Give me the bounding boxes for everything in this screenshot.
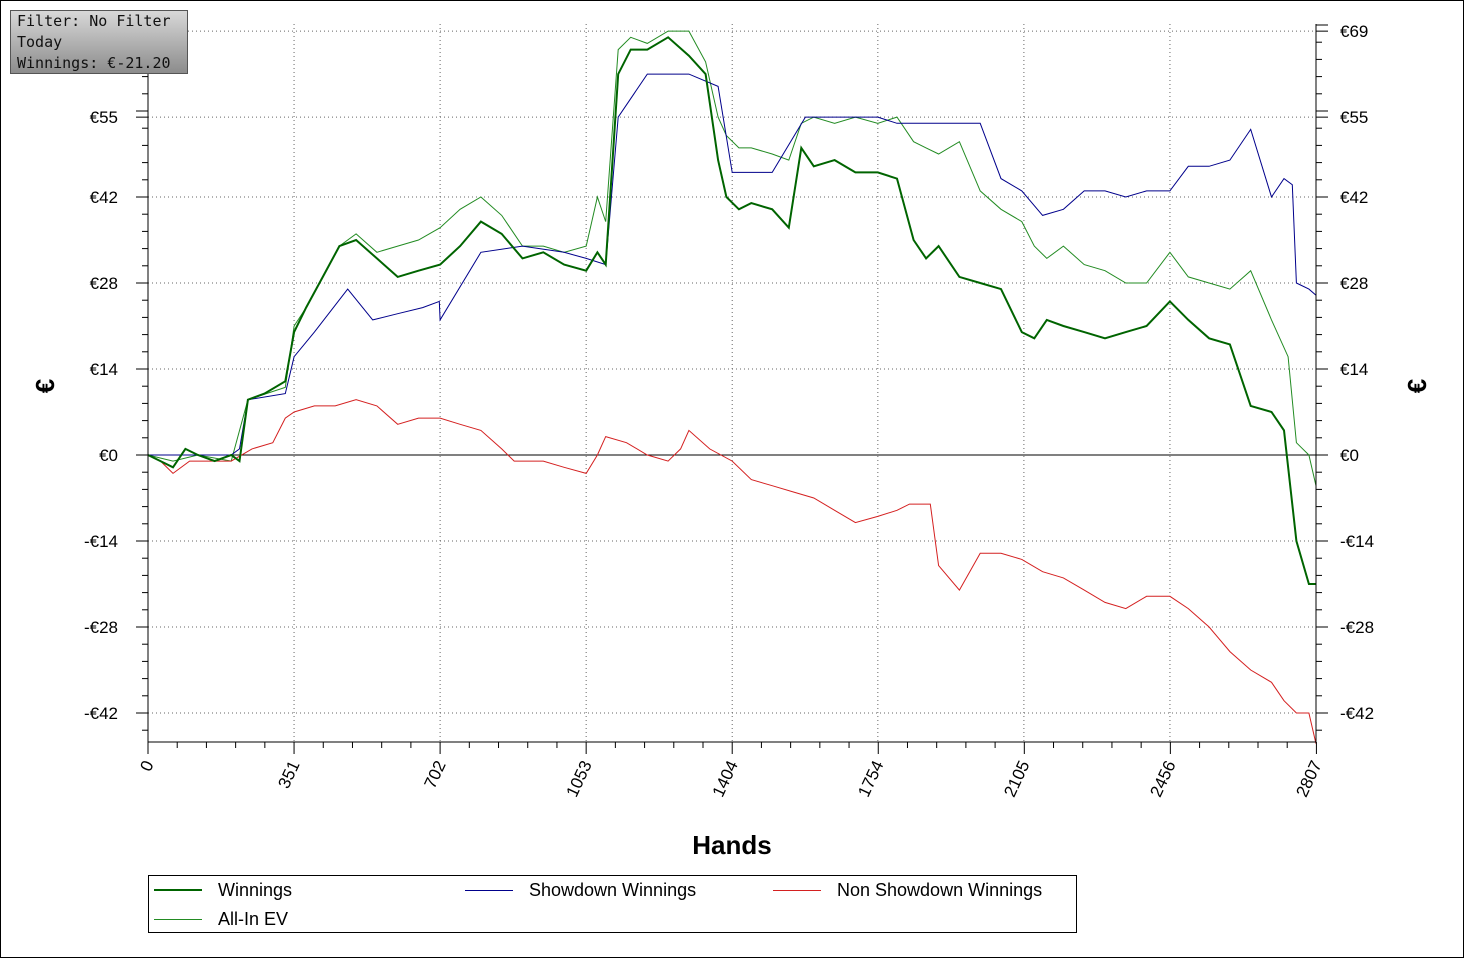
y-tick-label-right: €55 [1340, 108, 1368, 127]
y-axis-label-right: € [1402, 379, 1432, 393]
period-label: Today [17, 33, 63, 51]
legend-swatch-non-showdown [773, 889, 821, 891]
y-tick-label-right: -€14 [1340, 532, 1374, 551]
x-tick-label: 1404 [709, 758, 742, 800]
series-line-showdown-winnings [148, 73, 1317, 456]
series-lines [147, 30, 1317, 744]
y-tick-label-left: €28 [90, 274, 118, 293]
y-axis-label-left: € [30, 379, 60, 393]
legend-item-showdown: Showdown Winnings [465, 876, 696, 904]
legend-item-non-showdown: Non Showdown Winnings [773, 876, 1042, 904]
x-tick-label: 0 [136, 758, 157, 775]
x-tick-label: 1053 [563, 758, 596, 800]
y-tick-label-left: €42 [90, 188, 118, 207]
y-tick-label-right: €14 [1340, 360, 1368, 379]
y-tick-label-left: -€28 [84, 618, 118, 637]
x-tick-label: 2807 [1292, 758, 1325, 800]
y-tick-label-right: €69 [1340, 22, 1368, 41]
series-line-non-showdown-winnings [147, 399, 1317, 744]
winnings-summary: Winnings: €-21.20 [17, 54, 171, 72]
chart-legend: Winnings Showdown Winnings Non Showdown … [148, 875, 1077, 933]
filter-label: Filter: No Filter [17, 12, 171, 30]
y-tick-label-right: €28 [1340, 274, 1368, 293]
series-line-all-in-ev [147, 30, 1317, 486]
legend-label-showdown: Showdown Winnings [529, 879, 697, 900]
legend-swatch-allin-ev [154, 918, 202, 920]
legend-label-non-showdown: Non Showdown Winnings [837, 879, 1043, 900]
filter-info-box: Filter: No Filter Today Winnings: €-21.2… [10, 10, 188, 74]
y-tick-label-right: €42 [1340, 188, 1368, 207]
axes [136, 24, 1328, 754]
y-tick-label-left: -€42 [84, 704, 118, 723]
grid-lines [147, 24, 1317, 742]
x-tick-label: 1754 [854, 758, 887, 800]
legend-item-allin-ev: All-In EV [154, 905, 288, 933]
y-tick-label-left: €0 [99, 446, 118, 465]
legend-swatch-winnings [154, 889, 202, 891]
y-tick-label-left: €14 [90, 360, 118, 379]
x-axis-label: Hands [692, 830, 771, 860]
x-tick-label: 702 [421, 758, 450, 792]
y-tick-label-right: -€42 [1340, 704, 1374, 723]
series-line-winnings [147, 36, 1316, 585]
y-tick-label-left: €55 [90, 108, 118, 127]
legend-item-winnings: Winnings [154, 876, 292, 904]
legend-label-winnings: Winnings [218, 879, 293, 900]
legend-label-allin-ev: All-In EV [218, 908, 289, 929]
y-tick-label-right: -€28 [1340, 618, 1374, 637]
x-tick-label: 2105 [1000, 758, 1033, 800]
x-tick-label: 351 [274, 758, 303, 792]
legend-swatch-showdown [465, 889, 513, 891]
y-tick-label-right: €0 [1340, 446, 1359, 465]
y-tick-label-left: -€14 [84, 532, 118, 551]
x-tick-label: 2456 [1146, 758, 1179, 800]
